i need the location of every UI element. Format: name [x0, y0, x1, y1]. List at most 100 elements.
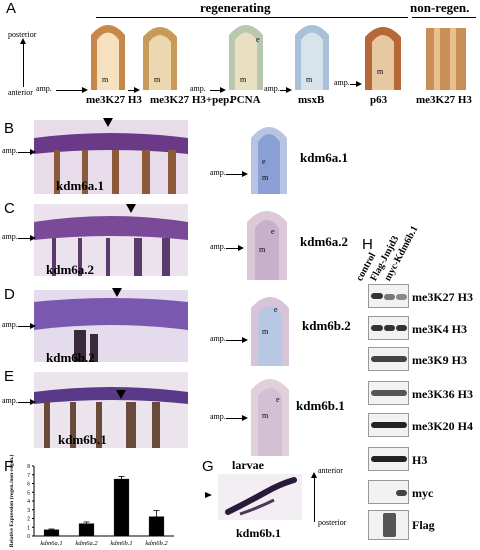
svg-text:e: e	[262, 157, 266, 166]
amp-label-c2: amp.	[210, 242, 226, 251]
label-me3k27-pep: me3K27 H3+pep.	[150, 94, 233, 106]
svg-text:e: e	[256, 35, 260, 44]
amp-arrowhead-a5	[356, 81, 362, 87]
larvae-image	[218, 474, 302, 520]
x-tick-label: kdm6a.1	[40, 540, 62, 547]
svg-text:m: m	[240, 75, 247, 84]
anterior-label: anterior	[8, 88, 33, 97]
amp-arrow-a2	[128, 90, 134, 91]
wholemount-kdm6b2-image	[34, 290, 188, 362]
label-pcna: PCNA	[230, 94, 261, 106]
amp-label-e2: amp.	[210, 412, 226, 421]
amp-arrow-c2	[226, 248, 238, 249]
section-label-d: kdm6b.2	[302, 318, 351, 333]
y-axis-label: Relative Expression (regen./non-regen.)	[8, 455, 15, 548]
svg-text:m: m	[306, 75, 313, 84]
blot-label-flag: Flag	[412, 518, 435, 532]
amp-arrow-e	[18, 402, 30, 403]
amp-arrow-e2	[226, 418, 242, 419]
amp-arrowhead-a4	[286, 87, 292, 93]
x-tick-label: kdm6b.2	[145, 540, 168, 547]
panel-label-h: H	[362, 236, 373, 253]
svg-text:m: m	[154, 75, 161, 84]
amp-arrow-b	[18, 152, 30, 153]
band	[396, 294, 407, 300]
svg-text:m: m	[377, 67, 384, 76]
axis-arrow-head	[20, 38, 26, 44]
amp-label-d: amp.	[2, 320, 18, 329]
wholemount-label-b: kdm6a.1	[56, 178, 105, 193]
amp-arrowhead-a2	[134, 87, 140, 93]
band	[371, 356, 407, 362]
regenerating-bracket	[96, 17, 408, 18]
arrowhead-marker-e	[116, 390, 126, 399]
panel-label-g: G	[202, 458, 214, 475]
band	[396, 490, 407, 496]
amp-arrowhead-e	[30, 399, 36, 405]
panel-label-b: B	[4, 120, 15, 137]
blot-label-me3k4: me3K4 H3	[412, 322, 467, 336]
bar-kdm6a.1	[43, 529, 60, 537]
nonregen-header: non-regen.	[410, 0, 470, 15]
band	[383, 513, 396, 537]
bar-kdm6b.2	[148, 516, 165, 537]
blot-label-me3k27: me3K27 H3	[412, 290, 473, 304]
panel-label-e: E	[4, 368, 15, 385]
y-tick-label: 3	[27, 508, 30, 514]
label-msxb: msxB	[298, 94, 325, 106]
larvae-posterior-label: posterior	[318, 518, 347, 527]
amp-arrowhead-c2	[238, 245, 244, 251]
amp-label-e: amp.	[2, 396, 18, 405]
amp-arrowhead-e2	[242, 415, 248, 421]
arrowhead-marker-c	[126, 204, 136, 213]
band	[371, 390, 407, 396]
wholemount-kdm6b1-image	[34, 372, 188, 448]
larvae-axis-shaft	[314, 476, 315, 522]
y-tick-label: 2	[27, 517, 30, 523]
band	[396, 325, 407, 331]
amp-arrowhead-a1	[82, 87, 88, 93]
wholemount-label-c: kdm6a.2	[46, 262, 95, 277]
panel-label-c: C	[4, 200, 15, 217]
amp-arrowhead-a3	[220, 87, 226, 93]
amp-arrow-d2	[226, 340, 242, 341]
band	[371, 293, 383, 299]
label-p63: p63	[370, 94, 388, 106]
svg-text:e: e	[274, 305, 278, 314]
section-label-e: kdm6b.1	[296, 398, 345, 413]
y-tick-label: 1	[27, 525, 30, 531]
blot-label-me3k20: me3K20 H4	[412, 419, 473, 433]
x-tick-label: kdm6b.1	[110, 540, 132, 547]
fin-nonregen-image	[424, 28, 468, 90]
band	[371, 325, 383, 331]
nonregen-bracket	[412, 17, 476, 18]
y-tick-label: 8	[27, 464, 30, 470]
y-tick-label: 5	[27, 490, 30, 496]
blot-me3k9	[368, 347, 409, 371]
blot-h3	[368, 447, 409, 471]
amp-label-a1: amp.	[36, 84, 52, 93]
section-label-c: kdm6a.2	[300, 234, 349, 249]
blot-me3k36	[368, 381, 409, 405]
band	[371, 456, 407, 462]
amp-label-c: amp.	[2, 232, 18, 241]
svg-text:m: m	[262, 173, 269, 182]
wholemount-label-d: kdm6b.2	[46, 350, 95, 365]
band	[384, 325, 395, 331]
blot-label-me3k36: me3K36 H3	[412, 387, 473, 401]
label-me3k27: me3K27 H3	[86, 94, 142, 106]
wholemount-kdm6a2-image	[34, 204, 188, 276]
amp-label-a3: amp.	[190, 84, 206, 93]
panel-label-d: D	[4, 286, 15, 303]
amp-label-d2: amp.	[210, 334, 226, 343]
blot-flag	[368, 510, 409, 540]
amp-label-a5: amp.	[334, 78, 350, 87]
x-tick-label: kdm6a.2	[75, 540, 98, 547]
larvae-axis-head	[311, 472, 317, 478]
axis-arrow-shaft	[23, 42, 24, 87]
amp-arrowhead-d2	[242, 337, 248, 343]
